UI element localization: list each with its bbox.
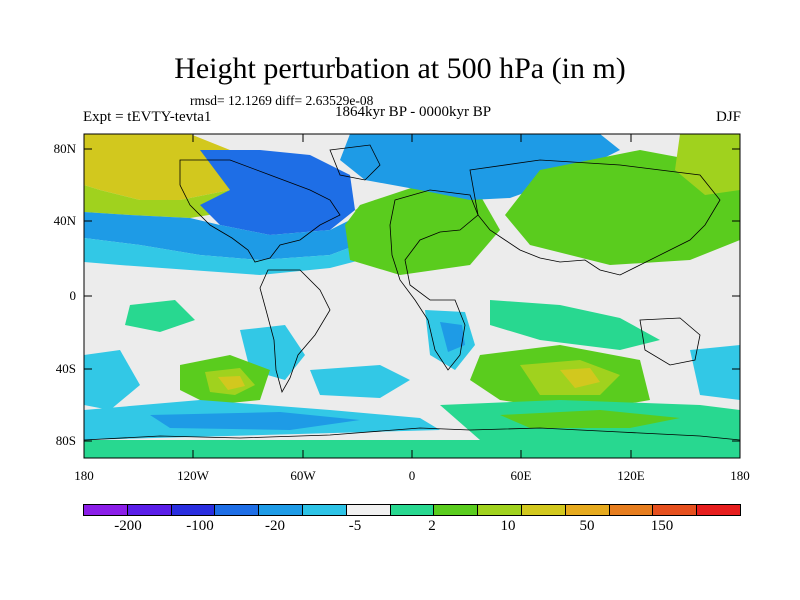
colorbar — [84, 505, 740, 515]
colorbar-label: 150 — [650, 518, 674, 534]
colorbar-bin — [697, 505, 740, 515]
colorbar-bin — [84, 505, 128, 515]
x-tick-120e: 120E — [617, 468, 645, 483]
period-label: 1864kyr BP - 0000kyr BP — [334, 104, 492, 120]
south-indian-peak — [560, 368, 600, 388]
y-tick-40s: 40S — [55, 361, 76, 376]
pacific-positive-north-halo — [675, 134, 740, 195]
y-tick-0: 0 — [69, 288, 77, 303]
south-pole-strip — [84, 440, 740, 458]
axis-ticks — [83, 134, 741, 458]
na-negative-fringe — [84, 238, 380, 275]
stats-label: rmsd= 12.1269 diff= 2.63529e-08 — [190, 93, 374, 108]
colorbar-bin — [127, 505, 172, 515]
na-negative-halo — [200, 150, 355, 235]
coast-asia — [469, 159, 721, 276]
colorbar-label: 10 — [500, 518, 516, 534]
contour-fill-layer — [84, 134, 740, 458]
colorbar-label: -100 — [186, 518, 214, 534]
colorbar-label: -5 — [348, 518, 362, 534]
coast-south-america — [259, 269, 331, 394]
plot-title: Height perturbation at 500 hPa (in m) — [174, 52, 626, 85]
africa-negative-core — [440, 322, 465, 352]
southern-negative-west — [84, 350, 140, 410]
y-tick-80n: 80N — [53, 141, 76, 156]
south-pacific-core — [218, 376, 245, 390]
tropical-green-east-pacific — [125, 300, 195, 332]
x-tick-180w: 180 — [74, 468, 94, 483]
x-tick-60w: 60W — [290, 468, 316, 483]
x-tick-0: 0 — [408, 468, 416, 483]
antarctic-green-core — [500, 410, 680, 428]
colorbar-bin — [215, 505, 260, 515]
x-tick-180e: 180 — [730, 468, 750, 483]
colorbar-bin — [302, 505, 347, 515]
southern-negative-central — [310, 365, 410, 398]
y-tick-80s: 80S — [55, 433, 76, 448]
colorbar-bin — [259, 505, 303, 515]
colorbar-bin — [653, 505, 698, 515]
colorbar-label: -20 — [265, 518, 285, 534]
asia-positive-fringe — [505, 150, 740, 265]
colorbar-bin — [171, 505, 216, 515]
colorbar-bin — [609, 505, 654, 515]
colorbar-label: -200 — [114, 518, 142, 534]
x-tick-60e: 60E — [510, 468, 532, 483]
colorbar-label: 50 — [579, 518, 595, 534]
colorbar-bin — [390, 505, 435, 515]
coast-antarctica — [84, 427, 740, 441]
coast-europe-africa — [389, 189, 479, 371]
colorbar-bin — [346, 505, 391, 515]
coast-north-america — [179, 159, 341, 263]
colorbar-bin — [565, 505, 610, 515]
na-negative-outer — [84, 212, 370, 260]
x-tick-120w: 120W — [177, 468, 209, 483]
y-tick-40n: 40N — [53, 213, 76, 228]
tropical-green-asia — [490, 300, 660, 350]
antarctic-negative-core — [150, 412, 360, 430]
season-label: DJF — [715, 109, 741, 125]
europe-positive-fringe — [345, 185, 500, 275]
colorbar-label: 2 — [428, 518, 436, 534]
colorbar-bin — [478, 505, 522, 515]
coast-greenland — [329, 144, 381, 181]
colorbar-bin — [434, 505, 479, 515]
colorbar-bin — [521, 505, 566, 515]
coast-australia — [639, 317, 701, 366]
southern-negative-east — [690, 345, 740, 400]
coastlines — [84, 144, 740, 441]
experiment-label: Expt = tEVTY-tevta1 — [83, 109, 212, 125]
